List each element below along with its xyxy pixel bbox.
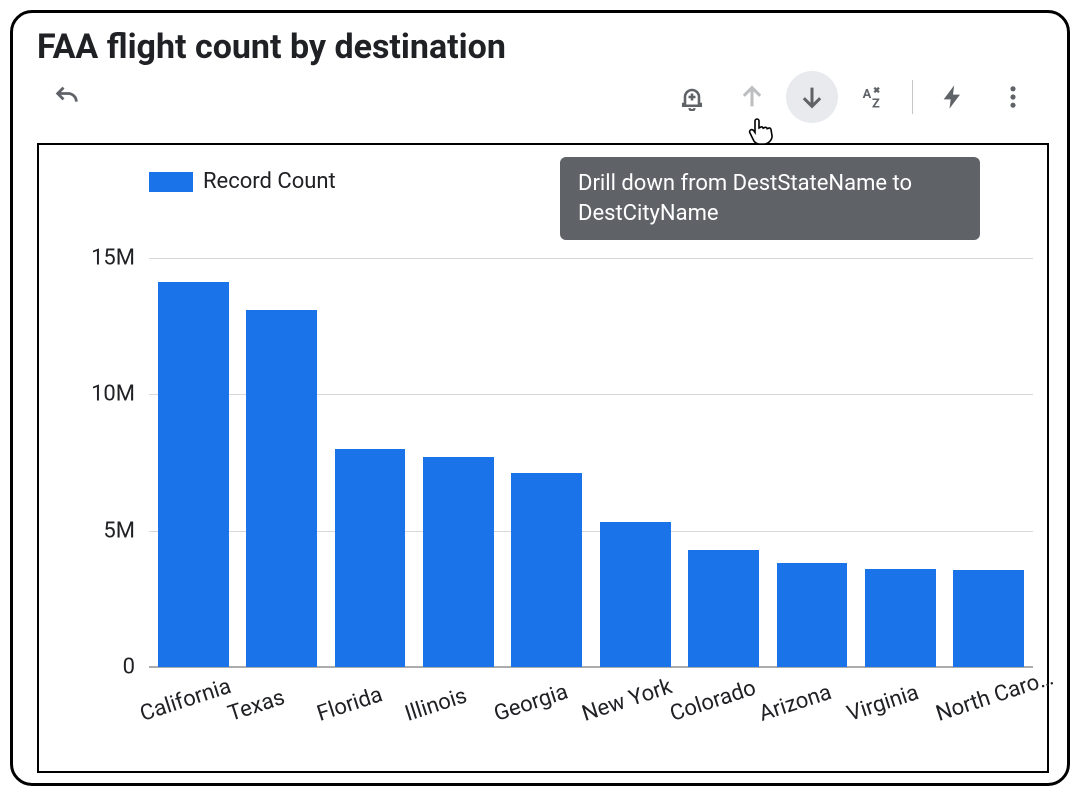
bar[interactable] [865,569,936,667]
x-tick-label: North Caro… [933,665,1057,726]
legend-swatch [149,172,193,192]
quick-action-button[interactable] [927,71,979,123]
bar[interactable] [777,563,848,667]
flash-icon [939,83,967,111]
x-tick-label: Georgia [491,679,571,726]
gridline [149,258,1033,259]
bar[interactable] [335,449,406,667]
y-tick-label: 0 [123,655,135,680]
alert-bell-button[interactable] [666,71,718,123]
bar[interactable] [953,570,1024,667]
bar[interactable] [600,522,671,667]
svg-text:A: A [863,87,872,102]
bar[interactable] [423,457,494,667]
drill-up-button[interactable] [726,71,778,123]
undo-button[interactable] [41,71,93,123]
arrow-down-icon [798,83,826,111]
x-tick-label: Illinois [402,683,470,726]
svg-text:Z: Z [872,97,880,112]
bar[interactable] [688,550,759,667]
legend-label: Record Count [203,169,336,194]
toolbar-divider [912,80,913,114]
arrow-up-icon [738,83,766,111]
toolbar: A Z [13,71,1067,129]
y-tick-label: 15M [91,245,135,270]
more-menu-button[interactable] [987,71,1039,123]
x-tick-label: Florida [314,682,386,727]
drill-down-button[interactable] [786,71,838,123]
more-vert-icon [999,83,1027,111]
x-tick-label: Virginia [844,680,922,727]
bar[interactable] [246,310,317,667]
drill-tooltip: Drill down from DestStateName to DestCit… [560,157,980,240]
bar[interactable] [511,473,582,667]
sort-az-icon: A Z [858,83,886,111]
y-tick-label: 10M [91,382,135,407]
y-tick-label: 5M [103,518,135,543]
plot-area [149,217,1033,667]
bar[interactable] [158,282,229,667]
x-tick-label: Colorado [667,676,759,727]
sort-button[interactable]: A Z [846,71,898,123]
x-tick-label: California [137,674,234,727]
x-tick-label: Arizona [756,680,835,727]
undo-icon [53,83,81,111]
bell-add-icon [678,83,706,111]
x-tick-label: New York [579,674,675,727]
chart-card: FAA flight count by destination A Z [10,10,1070,786]
legend: Record Count [149,169,336,194]
x-tick-label: Texas [225,685,288,727]
card-title: FAA flight count by destination [13,13,1067,71]
